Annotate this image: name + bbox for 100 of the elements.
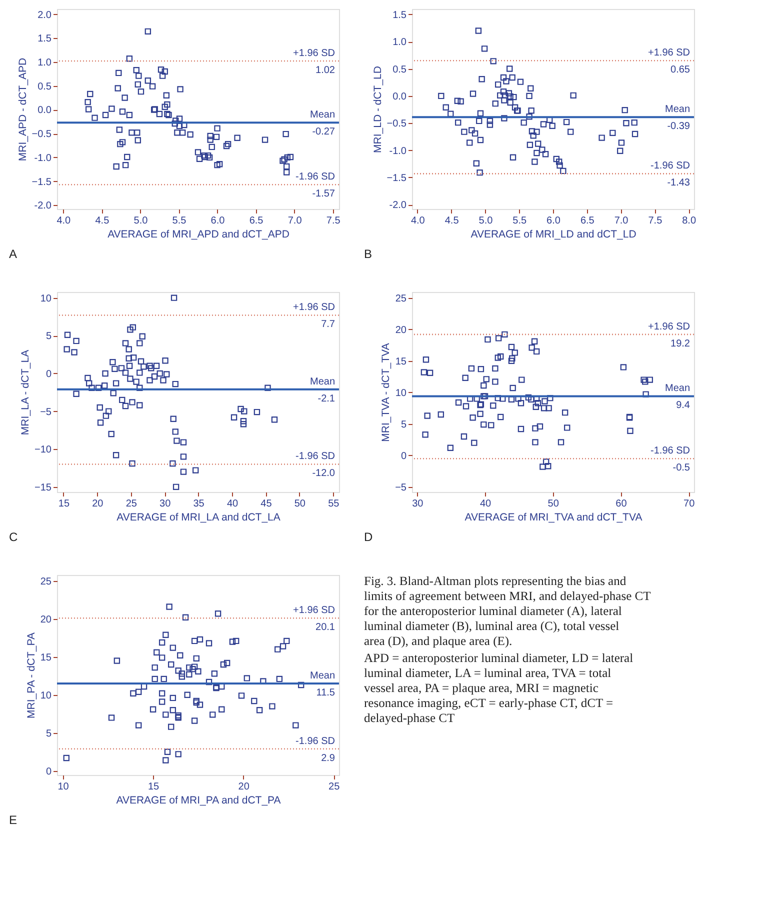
x-tick-label: 25 [328, 782, 340, 792]
x-axis-title: AVERAGE of MRI_PA and dCT_PA [116, 794, 281, 806]
annotation: -0.5 [672, 462, 690, 474]
y-tick-label: 15 [40, 652, 52, 664]
annotation: -12.0 [312, 468, 336, 480]
x-tick-label: 4.0 [56, 216, 72, 226]
x-tick-label: 20 [92, 498, 104, 510]
y-tick-label: −15 [34, 482, 52, 494]
y-tick-label: 5 [400, 419, 407, 430]
y-tick-label: 2.0 [38, 10, 52, 21]
x-tick-label: 50 [548, 498, 560, 510]
y-axis-title: MRI_TVA - dCT_TVA [380, 343, 392, 442]
ref-line-label: +1.96 SD [293, 302, 335, 314]
y-tick-label: 20 [395, 324, 407, 336]
y-tick-label: 25 [40, 576, 52, 588]
y-tick-label: 20 [40, 614, 52, 626]
y-tick-label: 10 [40, 293, 52, 304]
y-axis-title: MRI_PA - dCT_PA [25, 632, 38, 718]
x-axis-title: AVERAGE of MRI_LA and dCT_LA [116, 512, 280, 524]
y-tick-label: 5 [46, 331, 52, 342]
text: A [9, 247, 18, 261]
y-tick-label: 1.5 [38, 34, 52, 45]
annotation: -1.43 [667, 178, 690, 189]
x-tick-label: 45 [260, 498, 272, 510]
y-tick-label: 0 [400, 450, 407, 462]
ref-line-label: Mean [310, 670, 335, 682]
x-tick-label: 5.5 [172, 216, 187, 226]
x-tick-label: 7.0 [288, 216, 302, 226]
x-tick-label: 5.0 [134, 216, 148, 226]
x-tick-label: 55 [328, 498, 340, 510]
annotation: 9.4 [676, 400, 690, 412]
ref-line-label: Mean [310, 376, 335, 388]
ref-line-label: +1.96 SD [648, 48, 690, 59]
x-tick-label: 60 [616, 498, 628, 510]
y-tick-label: -1.0 [34, 152, 52, 164]
y-axis-title: MRI_LD - dCT_LD [372, 66, 384, 153]
ref-line-label: +1.96 SD [293, 48, 335, 60]
x-tick-label: 6.5 [580, 216, 595, 226]
x-tick-label: 7.5 [326, 216, 341, 226]
y-tick-label: 0.5 [38, 81, 52, 92]
x-tick-label: 70 [684, 498, 696, 510]
text: E [9, 813, 18, 827]
ref-line-label: -1.96 SD [650, 160, 690, 172]
y-tick-label: 0.0 [392, 91, 407, 102]
x-tick-label: 20 [238, 782, 250, 792]
y-tick-label: 10 [395, 388, 407, 399]
y-tick-label: −5 [395, 482, 407, 494]
y-tick-label: 10 [40, 690, 52, 702]
annotation: 20.1 [316, 622, 336, 634]
x-tick-label: 4.5 [444, 216, 460, 226]
text: D [364, 530, 373, 544]
y-tick-label: -1.0 [389, 146, 407, 157]
x-tick-label: 15 [148, 782, 160, 792]
x-axis-title: AVERAGE of MRI_LD and dCT_LD [470, 228, 637, 240]
ref-line-label: +1.96 SD [648, 321, 690, 332]
ref-line-label: -1.96 SD [650, 446, 690, 457]
ref-line-label: -1.96 SD [296, 451, 335, 462]
y-tick-label: -2.0 [389, 200, 407, 212]
x-tick-label: 5.0 [478, 216, 494, 226]
x-tick-label: 15 [58, 498, 70, 510]
x-tick-label: 7.0 [614, 216, 629, 226]
x-tick-label: 30 [412, 498, 424, 510]
y-tick-label: −1.5 [32, 176, 52, 188]
x-tick-label: 5.5 [512, 216, 527, 226]
x-tick-label: 30 [160, 498, 172, 510]
y-tick-label: 5 [46, 728, 52, 740]
y-tick-label: 1.5 [392, 10, 407, 21]
x-axis-title: AVERAGE of MRI_TVA and dCT_TVA [464, 512, 642, 524]
x-tick-label: 6.5 [249, 216, 264, 226]
annotation: 19.2 [670, 338, 690, 350]
y-tick-label: −10 [34, 444, 52, 456]
y-tick-label: 15 [395, 356, 407, 368]
text: C [9, 530, 18, 544]
x-tick-label: 10 [58, 782, 70, 792]
x-tick-label: 8.0 [682, 216, 696, 226]
x-tick-label: 6.0 [210, 216, 226, 226]
y-tick-label: 0 [46, 368, 52, 380]
y-tick-label: −5 [40, 406, 52, 418]
x-tick-label: 50 [294, 498, 306, 510]
ref-line-label: -1.96 SD [296, 172, 335, 183]
text: APD = anteroposterior luminal diameter, LD = lateral luminal diameter, LA = luminal area, TVA = total vessel area, PA = plaque area, MRI = magnetic resonance imaging, eCT = early-phase CT, dCT = delayed-phase CT [364, 651, 634, 725]
annotation: 2.9 [321, 752, 336, 764]
y-tick-label: 1.0 [392, 37, 407, 48]
annotation: -0.27 [312, 126, 336, 138]
y-tick-label: 0.0 [38, 105, 52, 116]
y-tick-label: 1.0 [38, 57, 52, 68]
annotation: 11.5 [316, 688, 336, 699]
caption: Fig. 3. Bland-Altman plots representing the bias and limits of agreement between MRI, and delayed-phase CT for the anteroposterior luminal diameter (A), lateral luminal diameter (B), luminal area (C), total vessel area (D), and plaque area (E). [364, 574, 652, 648]
annotation: -1.57 [312, 188, 336, 200]
annotation: 1.02 [316, 65, 336, 76]
text: B [364, 247, 372, 261]
y-axis-title: MRI_LA - dCT_LA [20, 350, 32, 436]
y-axis-title: MRI_APD - dCT_APD [16, 57, 29, 162]
x-tick-label: 6.0 [546, 216, 561, 226]
y-tick-label: -2.0 [34, 200, 52, 212]
x-tick-label: 4.5 [95, 216, 110, 226]
y-tick-label: −1.5 [386, 172, 407, 184]
ref-line-label: -1.96 SD [296, 736, 335, 747]
annotation: 7.7 [321, 319, 336, 330]
annotation: 0.65 [670, 64, 690, 76]
